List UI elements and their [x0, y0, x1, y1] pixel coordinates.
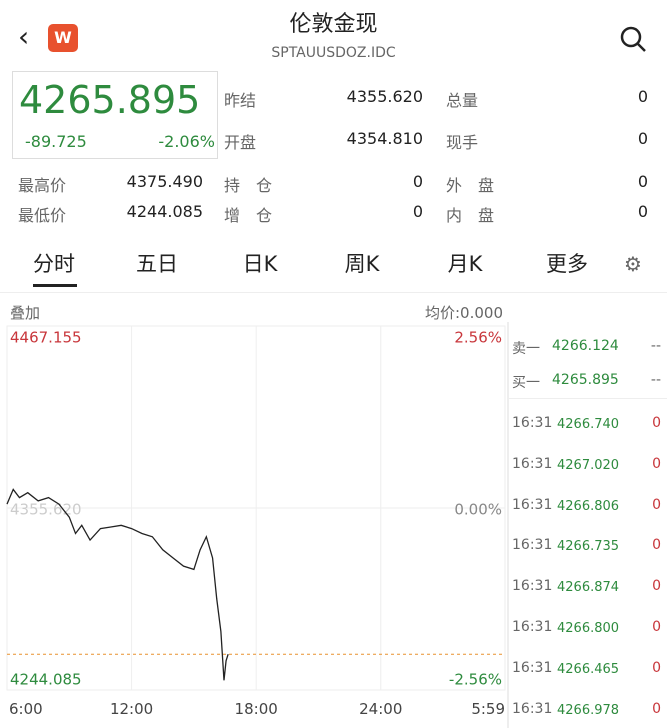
trade-time: 16:31 — [512, 537, 553, 554]
tab[interactable]: 日K — [242, 252, 278, 276]
stat-label: 开盘 — [224, 133, 257, 152]
price: 4265.895 — [19, 78, 201, 122]
x-tick-label: 24:00 — [359, 700, 402, 718]
trade-price: 4266.735 — [557, 539, 620, 555]
subtitle: SPTAUUSDOZ.IDC — [271, 45, 396, 61]
back-button[interactable]: ‹ — [18, 20, 30, 53]
stat-value: 0 — [637, 172, 648, 191]
stat-label: 最低价 — [18, 206, 67, 225]
divider — [509, 398, 667, 399]
book-price: 4266.124 — [552, 338, 619, 354]
trade-time: 16:31 — [512, 659, 553, 676]
stat-label: 总量 — [446, 91, 479, 110]
tab[interactable]: 五日 — [136, 252, 178, 276]
trade-volume: 0 — [652, 619, 661, 635]
stat-label: 现手 — [446, 133, 479, 152]
trade-volume: 0 — [652, 415, 661, 431]
stat-value: 0 — [637, 202, 648, 221]
book-label: 卖一 — [512, 341, 540, 357]
stat-value: 0 — [412, 172, 423, 191]
trade-price: 4267.020 — [557, 457, 620, 473]
y2-tick-label: 0.00% — [454, 501, 502, 519]
y2-tick-label: 2.56% — [454, 329, 502, 347]
trade-time: 16:31 — [512, 700, 553, 717]
change-pct: -2.06% — [158, 132, 215, 151]
stat-value: 4354.810 — [346, 129, 423, 148]
book-price: 4265.895 — [552, 372, 619, 388]
y2-tick-label: -2.56% — [449, 671, 502, 689]
overlay[interactable]: 叠加 — [10, 304, 41, 322]
tab[interactable]: 周K — [344, 252, 380, 276]
avg-price: 均价:0.000 — [425, 304, 503, 322]
chart: 6:00 12:00 18:00 24:00 5:59 4244.085 4355.620 4… — [6, 322, 509, 728]
stat-label: 最高价 — [18, 176, 67, 195]
tab-indicator — [33, 284, 77, 287]
trade-time: 16:31 — [512, 415, 553, 431]
trade-price: 4266.800 — [557, 621, 620, 636]
price-line — [6, 488, 229, 681]
trade-time: 16:31 — [512, 455, 553, 472]
stat-label: 外 盘 — [446, 176, 495, 195]
trade-volume: 0 — [652, 455, 661, 472]
stat-label: 增 仓 — [224, 206, 273, 225]
tab[interactable]: 分时 — [33, 252, 75, 276]
x-tick-label: 6:00 — [9, 700, 43, 718]
stat-value: 0 — [412, 202, 423, 221]
trade-time: 16:31 — [512, 619, 553, 635]
y-tick-label: 4467.155 — [10, 329, 82, 347]
change: -89.725 — [25, 132, 87, 151]
trade-price: 4266.978 — [557, 702, 620, 718]
search-icon[interactable] — [618, 24, 648, 54]
app-icon[interactable]: W — [48, 24, 78, 52]
trade-time: 16:31 — [512, 496, 553, 513]
tab[interactable]: 月K — [447, 252, 483, 276]
x-tick-label: 5:59 — [471, 700, 505, 718]
trade-price: 4266.874 — [557, 580, 620, 596]
trade-time: 16:31 — [512, 578, 553, 595]
trade-price: 4266.465 — [557, 661, 620, 677]
stat-value: 4355.620 — [346, 87, 423, 106]
stat-label: 内 盘 — [446, 206, 495, 225]
x-tick-label: 18:00 — [235, 700, 278, 718]
book-volume: -- — [650, 372, 661, 388]
stat-value: 0 — [637, 87, 648, 106]
trade-volume: 0 — [652, 578, 661, 595]
stat-label: 昨结 — [224, 91, 257, 110]
quote-box: 4265.895 -89.725 -2.06% — [12, 71, 218, 159]
trade-volume: 0 — [652, 659, 661, 676]
y-tick-label: 4244.085 — [10, 671, 82, 689]
stat-label: 持 仓 — [224, 176, 273, 195]
trade-price: 4266.740 — [557, 417, 620, 432]
trade-volume: 0 — [652, 496, 661, 513]
title: 伦敦金现 — [289, 12, 378, 37]
stat-value: 4244.085 — [126, 202, 203, 221]
book-volume: -- — [650, 338, 661, 354]
trade-price: 4266.806 — [557, 498, 620, 514]
x-tick-label: 12:00 — [110, 700, 153, 718]
tab[interactable]: 更多 — [546, 252, 588, 276]
trade-volume: 0 — [652, 537, 661, 554]
stat-value: 4375.490 — [126, 172, 203, 191]
divider — [0, 292, 667, 293]
trade-volume: 0 — [652, 700, 661, 717]
book-label: 买一 — [512, 375, 540, 391]
stat-value: 0 — [637, 129, 648, 148]
y-tick-label: 4355.620 — [10, 501, 82, 519]
settings-icon: ⚙ — [624, 252, 642, 276]
